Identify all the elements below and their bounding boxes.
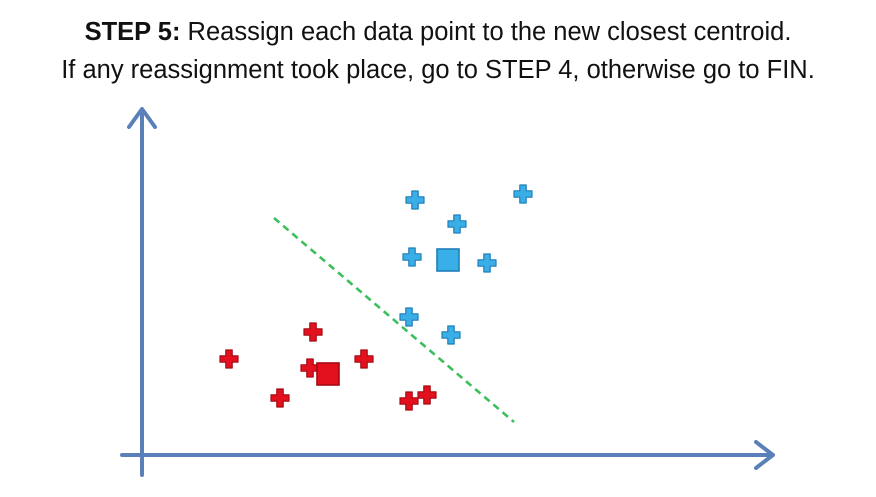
- blue-data-point-3: [447, 214, 467, 234]
- red-data-point-2: [219, 349, 239, 369]
- x-axis-arrowhead: [754, 440, 775, 470]
- blue-data-point-1: [405, 190, 425, 210]
- step-description: Reassign each data point to the new clos…: [180, 18, 792, 46]
- red-data-point-7: [399, 391, 419, 411]
- blue-data-point-6: [399, 307, 419, 327]
- step-label: STEP 5:: [84, 18, 181, 46]
- step-title-line-1: STEP 5: Reassign each data point to the …: [0, 17, 876, 47]
- blue-centroid: [436, 248, 460, 272]
- red-centroid: [316, 362, 340, 386]
- data-marks-group: [219, 184, 533, 411]
- red-data-point-4: [300, 358, 320, 378]
- decision-boundary-dashed-line: [273, 217, 515, 423]
- red-data-point-1: [303, 322, 323, 342]
- axes-group: [120, 107, 775, 477]
- red-data-point-5: [270, 388, 290, 408]
- blue-data-point-4: [402, 247, 422, 267]
- blue-data-point-7: [441, 325, 461, 345]
- red-data-point-6: [417, 385, 437, 405]
- y-axis-arrowhead: [127, 107, 157, 129]
- red-data-point-3: [354, 349, 374, 369]
- step-title-line-2: If any reassignment took place, go to ST…: [61, 56, 815, 84]
- blue-data-point-2: [513, 184, 533, 204]
- blue-data-point-5: [477, 253, 497, 273]
